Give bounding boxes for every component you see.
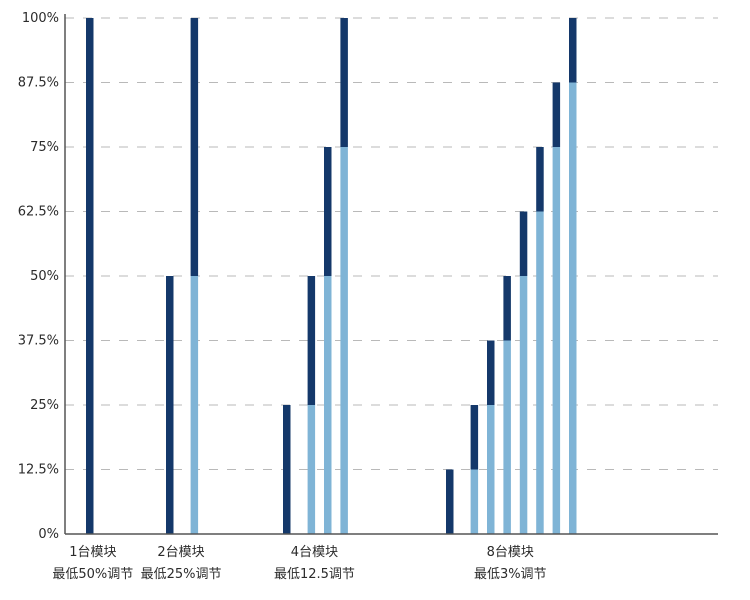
y-tick-label: 62.5% [18,205,59,220]
light-bar-segment [569,82,577,534]
y-tick-label: 12.5% [18,463,59,478]
light-bar-segment [190,276,199,534]
dark-bar-segment [307,276,316,405]
dark-bar-segment [552,82,561,147]
y-tick-label: 100% [22,11,59,26]
y-tick-label: 0% [38,527,59,542]
y-tick-label: 50% [30,269,59,284]
group-label-line2: 最低50%调节 [52,567,133,582]
light-bar-segment [503,340,511,534]
group-label-line1: 8台模块 [487,545,534,560]
dark-bar-segment [569,18,577,83]
bar-group-1-modules [86,18,94,534]
light-bar-segment [307,405,316,534]
light-bar-segment [519,276,528,534]
y-tick-label: 75% [30,140,59,155]
group-label-line2: 最低25%调节 [141,567,222,582]
dark-bar-segment [503,276,511,341]
dark-bar-segment [487,340,495,405]
bar-group-8-modules [446,18,577,534]
dark-bar-segment [190,18,199,276]
light-bar-segment [340,147,348,534]
y-tick-label: 37.5% [18,334,59,349]
light-bar-segment [552,147,561,534]
bars [86,18,577,534]
light-bar-segment [536,211,544,534]
grid-lines [65,17,718,470]
bar-group-2-modules [166,18,199,534]
dark-bar [86,18,94,534]
y-tick-label: 25% [30,398,59,413]
dark-bar [283,405,291,534]
dark-bar-segment [340,18,348,147]
dark-bar-segment [519,211,528,276]
group-label-line2: 最低3%调节 [474,567,547,582]
dark-bar [166,276,174,534]
group-label-line1: 4台模块 [291,545,338,560]
group-label-line1: 1台模块 [69,545,116,560]
y-tick-label: 87.5% [18,76,59,91]
dark-bar [446,469,454,534]
light-bar-segment [470,469,479,534]
dark-bar-segment [470,405,479,470]
group-label-line1: 2台模块 [157,545,204,560]
bar-group-4-modules [283,18,348,534]
y-axis-ticks: 0% 12.5% 25% 37.5% 50% 62.5% 75% 87.5% 100% [18,11,59,542]
dark-bar-segment [324,147,332,276]
group-label-line2: 最低12.5调节 [274,567,355,582]
light-bar-segment [487,405,495,534]
light-bar-segment [324,276,332,534]
dark-bar-segment [536,147,544,212]
